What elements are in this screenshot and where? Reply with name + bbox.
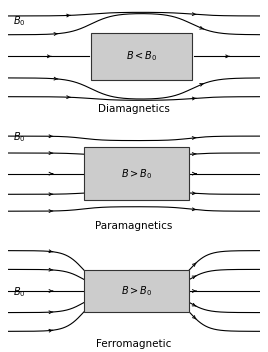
Bar (91, 33, 192, 80)
Text: $B_0$: $B_0$ (13, 14, 26, 28)
Text: Ferromagnetic: Ferromagnetic (96, 339, 172, 349)
Text: $B_0$: $B_0$ (13, 285, 26, 299)
Text: $B_0$: $B_0$ (13, 131, 26, 144)
Text: Diamagnetics: Diamagnetics (98, 104, 170, 114)
Bar (84, 270, 189, 312)
Bar (84, 147, 189, 200)
Text: $B > B_0$: $B > B_0$ (121, 284, 152, 298)
Text: Paramagnetics: Paramagnetics (95, 221, 173, 232)
Text: $B < B_0$: $B < B_0$ (126, 49, 157, 63)
Text: $B > B_0$: $B > B_0$ (121, 167, 152, 181)
